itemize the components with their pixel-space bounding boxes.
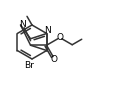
Text: Br: Br [24, 61, 34, 70]
Text: N: N [44, 26, 51, 35]
Text: O: O [56, 33, 63, 42]
Text: O: O [51, 55, 58, 64]
Text: N: N [19, 20, 25, 29]
